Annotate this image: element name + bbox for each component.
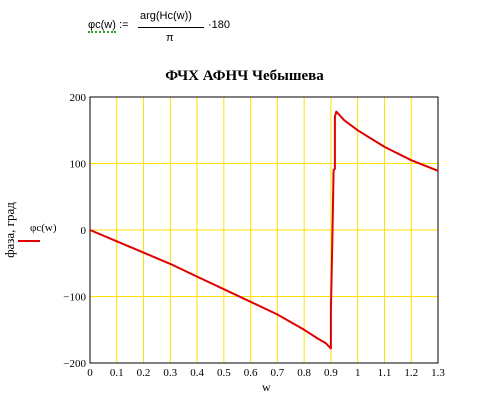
formula-lhs: φc(w) := — [88, 19, 129, 33]
x-tick-labels: 0 0.1 0.2 0.3 0.4 0.5 0.6 0.7 0.8 0.9 1 1.1 1.2 1.3 — [87, 367, 445, 379]
y-tick-labels: 200 100 0 −100 −200 — [63, 92, 86, 370]
x-tick-label: 0.3 — [163, 367, 177, 379]
x-tick-label: 1.3 — [431, 367, 445, 379]
x-tick-label: 0 — [87, 367, 93, 379]
x-tick-label: 0.2 — [137, 367, 151, 379]
y-tick-label: −100 — [63, 292, 86, 304]
x-tick-label: 1.2 — [404, 367, 418, 379]
x-tick-label: 0.6 — [244, 367, 258, 379]
formula-numerator: arg(Hc(w)) — [140, 10, 192, 22]
chart-grid — [90, 97, 438, 363]
formula-lhs-name[interactable]: φc(w) — [88, 19, 116, 33]
series-line — [89, 110, 439, 350]
y-tick-label: 0 — [81, 225, 87, 237]
x-tick-label: 0.4 — [190, 367, 204, 379]
legend: φc(w) — [18, 222, 57, 242]
x-tick-label: 1.1 — [378, 367, 392, 379]
formula-assign: := — [118, 19, 129, 31]
x-tick-label: 0.1 — [110, 367, 124, 379]
formula: φc(w) := arg(Hc(w)) π ·180 — [88, 8, 248, 48]
y-tick-label: −200 — [63, 358, 86, 370]
formula-multiplier: ·180 — [208, 19, 231, 31]
chart-series — [89, 110, 439, 350]
formula-fraction-bar — [138, 27, 204, 28]
y-tick-label: 200 — [70, 92, 87, 104]
y-axis-label: фаза, град — [2, 202, 17, 258]
chart-title: ФЧХ АФНЧ Чебышева — [165, 68, 324, 84]
x-axis-label: w — [262, 380, 271, 394]
x-tick-label: 0.8 — [297, 367, 311, 379]
x-tick-label: 0.9 — [324, 367, 338, 379]
y-tick-label: 100 — [70, 159, 87, 171]
legend-series-line — [18, 240, 40, 242]
x-tick-label: 1 — [355, 367, 361, 379]
formula-denominator: π — [166, 32, 174, 44]
x-tick-label: 0.5 — [217, 367, 231, 379]
x-tick-label: 0.7 — [271, 367, 285, 379]
legend-series-name: φc(w) — [30, 222, 57, 234]
